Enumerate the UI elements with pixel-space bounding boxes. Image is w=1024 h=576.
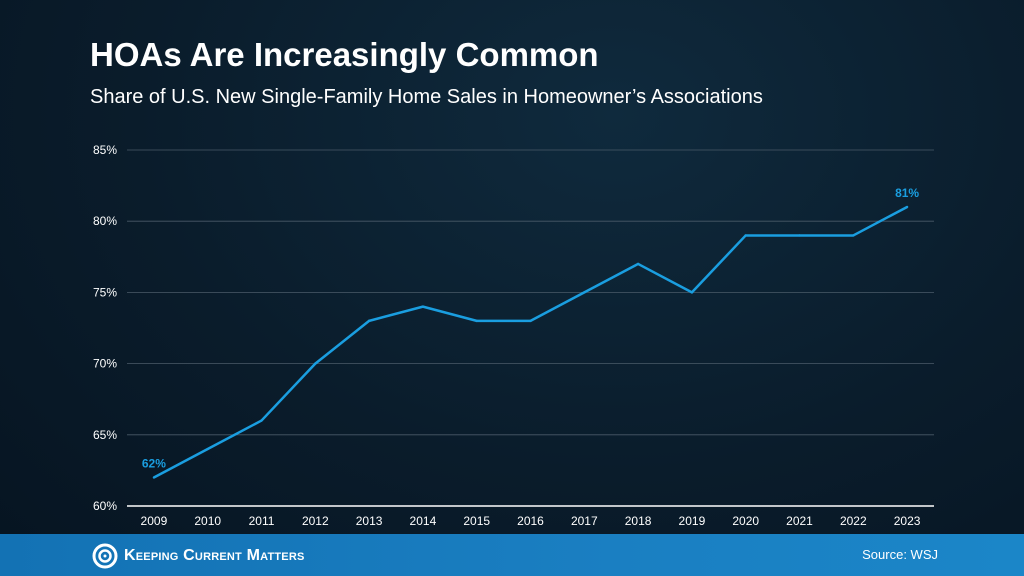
chart-subtitle: Share of U.S. New Single-Family Home Sal… [90, 86, 763, 108]
x-tick-label: 2017 [571, 514, 598, 528]
x-tick-label: 2009 [141, 514, 168, 528]
data-point [367, 319, 371, 323]
line-chart: 60% 65% 70% 75% 80% 85% 2009 2010 2011 2012 2013 20… [93, 143, 934, 528]
data-label: 81% [895, 186, 919, 200]
footer: Keeping Current Matters Source: WSJ [0, 534, 1024, 576]
x-tick-label: 2022 [840, 514, 867, 528]
data-point [421, 305, 425, 308]
x-tick-label: 2021 [786, 514, 813, 528]
series-line [153, 205, 908, 479]
x-tick-label: 2016 [517, 514, 544, 528]
data-point [905, 205, 909, 209]
x-tick-label: 2014 [410, 514, 437, 528]
data-point [636, 262, 640, 266]
x-tick-label: 2015 [463, 514, 490, 528]
spiral-logo-icon [92, 543, 118, 569]
data-point [690, 291, 694, 294]
kcm-logo: Keeping Current Matters [92, 543, 305, 569]
data-point [583, 291, 586, 294]
source-note: Source: WSJ [862, 547, 938, 562]
y-tick-label: 65% [93, 428, 117, 442]
data-point [798, 234, 801, 237]
y-tick-label: 75% [93, 285, 117, 299]
data-label: 62% [142, 457, 166, 471]
x-tick-label: 2018 [625, 514, 652, 528]
data-point [152, 476, 156, 479]
chart-title: HOAs Are Increasingly Common [90, 36, 599, 73]
x-tick-label: 2012 [302, 514, 329, 528]
x-tick-label: 2013 [356, 514, 383, 528]
data-point [206, 447, 209, 451]
y-tick-label: 60% [93, 499, 117, 513]
x-tick-label: 2011 [249, 514, 275, 528]
data-point [475, 319, 478, 323]
x-tick-label: 2020 [732, 514, 759, 528]
y-tick-label: 80% [93, 214, 117, 228]
data-point [314, 362, 317, 365]
data-point [852, 234, 855, 237]
y-tick-label: 85% [93, 143, 117, 157]
data-point [260, 419, 263, 422]
data-point [744, 234, 747, 237]
y-tick-label: 70% [93, 357, 117, 371]
x-tick-label: 2019 [679, 514, 706, 528]
logo-text: Keeping Current Matters [124, 547, 305, 564]
data-point [529, 319, 532, 323]
x-tick-label: 2023 [894, 514, 921, 528]
x-tick-label: 2010 [194, 514, 221, 528]
